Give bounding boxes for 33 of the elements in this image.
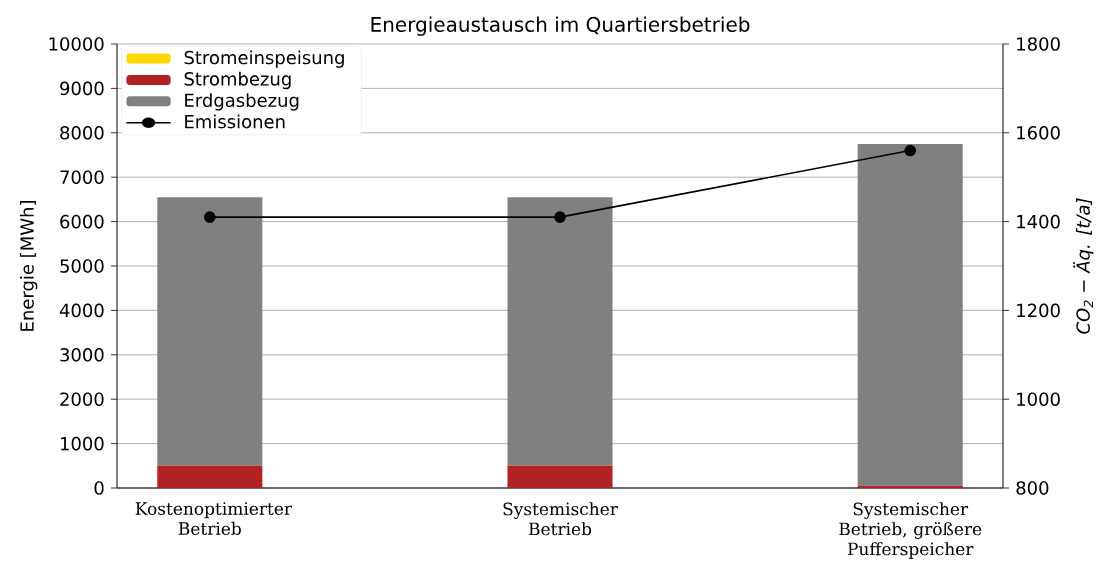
legend-label: Strombezug bbox=[184, 71, 291, 90]
y-tick-label: 6000 bbox=[60, 214, 104, 229]
bar bbox=[507, 465, 613, 488]
y-tick-label: 8000 bbox=[60, 125, 104, 140]
y2-tick-label: 800 bbox=[1016, 481, 1049, 495]
y-tick-label: 5000 bbox=[60, 259, 104, 273]
legend-label: Stromeinspeisung bbox=[184, 50, 344, 68]
legend-label: Emissionen bbox=[185, 114, 285, 129]
chart-title: Energieaustausch im Quartiersbetrieb bbox=[371, 16, 750, 36]
bar bbox=[157, 197, 263, 466]
y2-tick-label: 1000 bbox=[1017, 392, 1060, 406]
bar bbox=[857, 143, 963, 486]
y2-tick-label: 1400 bbox=[1017, 214, 1060, 229]
x-tick-label: Kostenoptimierter Betrieb bbox=[135, 502, 293, 535]
y2-tick-label: 1600 bbox=[1017, 125, 1060, 140]
y-tick-label: 2000 bbox=[60, 392, 104, 406]
y-tick-label: 10000 bbox=[49, 37, 104, 51]
bar bbox=[857, 485, 963, 488]
x-tick-label: Systemischer Betrieb bbox=[503, 502, 618, 536]
bar bbox=[157, 465, 263, 488]
x-tick-label: Systemischer Betrieb, größere Pufferspeicher bbox=[839, 502, 982, 559]
y-axis-title: Energie [MWh] bbox=[19, 201, 38, 331]
y-tick-label: 3000 bbox=[60, 347, 104, 362]
bar bbox=[507, 197, 613, 466]
legend-label: Erdgasbezug bbox=[185, 93, 299, 111]
y-tick-label: 1000 bbox=[60, 436, 104, 451]
y2-axis-title: CO$_{2}$ − Äq. [t/a] bbox=[1073, 198, 1094, 334]
y-tick-label: 4000 bbox=[59, 303, 104, 318]
y-tick-label: 0 bbox=[94, 481, 104, 495]
y-tick-label: 9000 bbox=[60, 81, 104, 96]
y2-tick-label: 1200 bbox=[1017, 303, 1060, 318]
y-tick-label: 7000 bbox=[60, 170, 104, 184]
y2-tick-label: 1800 bbox=[1017, 37, 1060, 51]
